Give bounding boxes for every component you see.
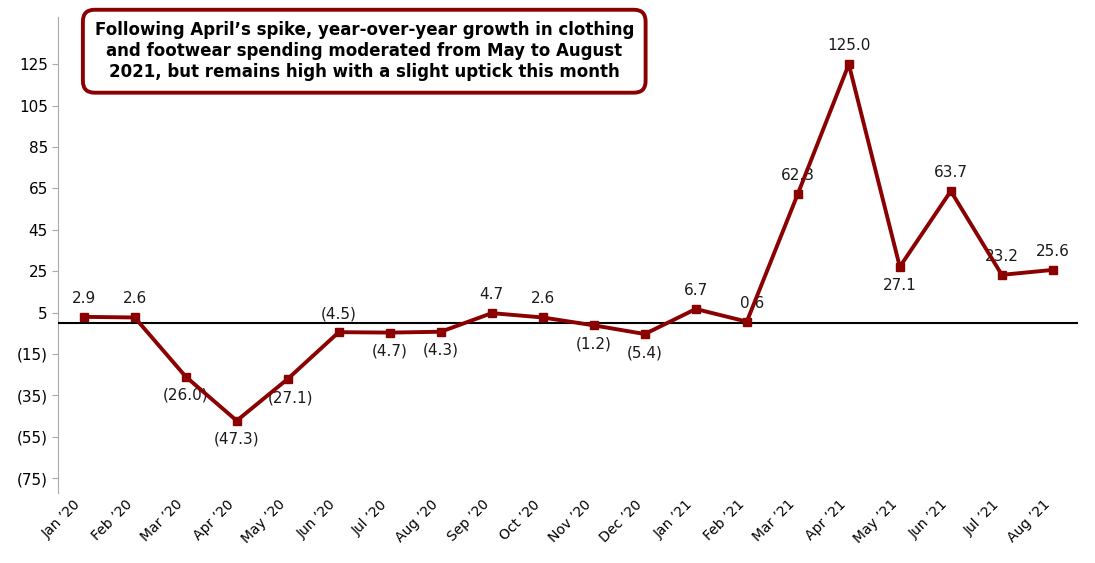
Text: (5.4): (5.4) [626,345,662,360]
Text: 2.9: 2.9 [71,291,96,306]
Text: 62.3: 62.3 [781,168,815,183]
Text: 2.6: 2.6 [123,292,147,306]
Text: (1.2): (1.2) [576,337,612,351]
Text: (4.7): (4.7) [372,343,407,359]
Text: (47.3): (47.3) [214,432,260,447]
Text: (27.1): (27.1) [268,390,313,405]
Text: 4.7: 4.7 [480,287,504,302]
Text: 25.6: 25.6 [1036,244,1070,259]
Text: 0.6: 0.6 [740,296,764,311]
Text: (4.5): (4.5) [321,306,357,321]
Text: 63.7: 63.7 [934,165,968,180]
Text: (4.3): (4.3) [423,343,459,358]
Text: 125.0: 125.0 [827,38,871,53]
Text: 2.6: 2.6 [531,292,555,306]
Text: Following April’s spike, year-over-year growth in clothing
and footwear spending: Following April’s spike, year-over-year … [94,21,634,81]
Text: 6.7: 6.7 [683,283,707,298]
Text: 27.1: 27.1 [883,278,917,293]
Text: (26.0): (26.0) [163,388,208,403]
Text: 23.2: 23.2 [984,249,1018,263]
